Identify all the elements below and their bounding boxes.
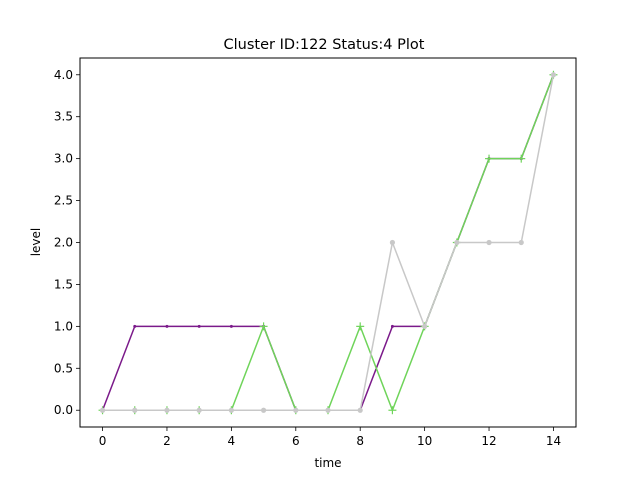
- series-2-point: [196, 407, 202, 413]
- series-2-point: [422, 323, 428, 329]
- series-2-line: [102, 74, 555, 411]
- series-1-point: [356, 322, 365, 331]
- series-2-point: [132, 407, 138, 413]
- x-tick-label: 4: [228, 434, 236, 448]
- series-2-point: [454, 239, 460, 246]
- x-tick-label: 2: [163, 434, 171, 448]
- series-2-point: [389, 239, 396, 246]
- series-0-point: [390, 324, 394, 328]
- x-tick-label: 10: [417, 434, 432, 448]
- y-tick-label: 0.0: [54, 403, 73, 417]
- series-2-point: [486, 239, 492, 246]
- series-2-point: [293, 407, 299, 413]
- y-tick-label: 3.5: [54, 110, 73, 124]
- series-1-point: [485, 154, 494, 163]
- series-1-point: [517, 154, 526, 163]
- series-1-point: [388, 406, 397, 415]
- series-2-point: [99, 407, 106, 413]
- series-2-point: [325, 407, 331, 413]
- y-tick-label: 3.0: [54, 152, 73, 166]
- y-tick-label: 1.0: [54, 319, 73, 333]
- y-tick-label: 1.5: [54, 277, 73, 291]
- x-axis-label: time: [314, 456, 341, 470]
- x-tick-label: 8: [356, 434, 364, 448]
- series-0-point: [229, 324, 233, 328]
- series-2-point: [228, 407, 234, 413]
- series-2-point: [164, 407, 170, 413]
- series-2-point: [357, 407, 363, 413]
- series-2-point: [550, 72, 557, 78]
- series-2-point: [260, 407, 267, 413]
- y-tick-label: 4.0: [54, 68, 73, 82]
- x-tick-label: 0: [99, 434, 107, 448]
- series-0-point: [133, 324, 137, 328]
- series-0-point: [165, 324, 169, 328]
- series-2-point: [518, 239, 524, 246]
- y-tick-label: 2.0: [54, 236, 73, 250]
- x-tick-label: 12: [481, 434, 496, 448]
- x-tick-label: 14: [546, 434, 561, 448]
- series-0-point: [197, 324, 201, 328]
- x-tick-label: 6: [292, 434, 300, 448]
- plot-area: [98, 70, 558, 415]
- series-1-point: [259, 322, 268, 331]
- y-tick-label: 2.5: [54, 194, 73, 208]
- y-tick-label: 0.5: [54, 361, 73, 375]
- chart-title: Cluster ID:122 Status:4 Plot: [224, 37, 425, 53]
- y-axis-label: level: [29, 228, 43, 257]
